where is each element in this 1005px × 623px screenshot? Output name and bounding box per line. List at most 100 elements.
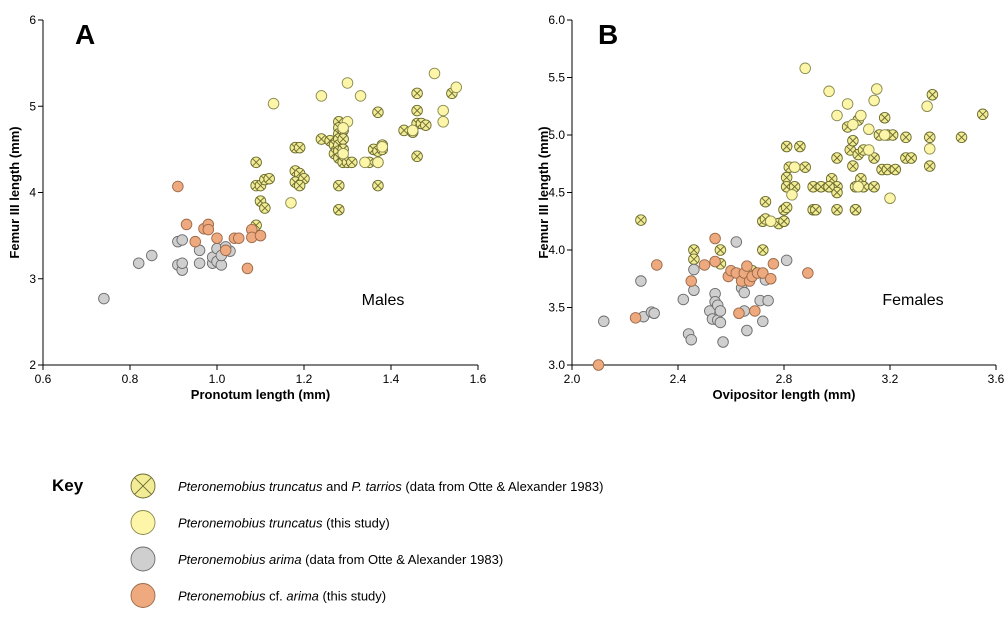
data-point-study-yellow xyxy=(437,104,449,117)
data-point-study-yellow xyxy=(823,85,835,98)
key-item-label-part: (data from Otte & Alexander 1983) xyxy=(302,552,504,567)
key-item-label-part: (data from Otte & Alexander 1983) xyxy=(402,479,604,494)
data-point-study-yellow xyxy=(315,90,328,102)
key-item-label-part: Pteronemobius truncatus xyxy=(178,516,323,531)
data-point-study-orange xyxy=(241,262,254,275)
data-point-otte-yellow xyxy=(420,119,432,131)
data-point-otte-yellow xyxy=(411,87,423,100)
data-point-otte-grey xyxy=(688,263,700,276)
data-point-otte-yellow xyxy=(259,202,271,214)
data-point-otte-grey xyxy=(762,294,774,307)
data-point-study-orange xyxy=(254,229,267,242)
data-point-study-orange xyxy=(172,180,184,193)
data-point-otte-yellow xyxy=(333,179,345,192)
data-point-otte-yellow xyxy=(924,160,936,172)
data-point-otte-grey xyxy=(635,275,647,287)
key-title: Key xyxy=(52,476,84,495)
x-tick-label: 3.6 xyxy=(988,372,1005,386)
x-tick-label: 1.0 xyxy=(209,372,226,386)
data-point-study-orange xyxy=(709,255,721,268)
key-item-label-part: arima xyxy=(286,589,319,604)
data-point-otte-yellow xyxy=(263,172,275,185)
data-point-study-orange xyxy=(765,273,777,285)
y-tick-label: 3.0 xyxy=(548,358,565,372)
data-point-study-yellow xyxy=(437,116,449,128)
data-point-otte-yellow xyxy=(831,152,843,164)
data-point-otte-grey xyxy=(215,259,228,271)
data-point-otte-yellow xyxy=(926,88,939,101)
data-point-otte-yellow xyxy=(372,106,384,119)
data-point-study-yellow xyxy=(868,94,880,107)
y-tick-label: 2 xyxy=(29,358,36,372)
y-tick-label: 4 xyxy=(29,186,36,200)
data-point-otte-grey xyxy=(741,324,753,337)
data-point-study-yellow xyxy=(924,143,936,155)
data-point-study-orange xyxy=(757,267,769,279)
data-point-otte-yellow xyxy=(635,214,647,226)
data-point-study-yellow xyxy=(354,90,367,102)
key-symbol-study-yellow xyxy=(130,510,156,535)
data-point-otte-yellow xyxy=(315,133,328,145)
data-point-study-yellow xyxy=(852,180,864,193)
data-point-study-orange xyxy=(802,267,814,279)
data-point-study-yellow xyxy=(428,67,441,80)
data-point-study-orange xyxy=(698,259,711,271)
x-tick-label: 3.2 xyxy=(882,372,899,386)
data-point-study-yellow xyxy=(878,129,891,141)
data-point-otte-yellow xyxy=(250,156,262,169)
data-point-study-orange xyxy=(733,307,745,320)
data-point-study-yellow xyxy=(863,144,875,156)
data-point-study-yellow xyxy=(855,109,867,122)
x-tick-label: 2.4 xyxy=(670,372,687,386)
data-point-otte-yellow xyxy=(799,161,811,173)
data-point-study-yellow xyxy=(841,98,854,110)
y-tick-label: 4.5 xyxy=(548,186,565,200)
data-point-study-yellow xyxy=(337,122,349,134)
data-point-otte-yellow xyxy=(337,133,349,145)
data-point-otte-yellow xyxy=(780,140,793,153)
data-point-otte-grey xyxy=(730,236,743,248)
data-point-otte-grey xyxy=(648,307,660,320)
data-point-otte-yellow xyxy=(868,152,880,164)
data-point-otte-grey xyxy=(714,316,727,329)
key-item-label-part: P. tarrios xyxy=(351,479,402,494)
data-point-study-yellow xyxy=(285,197,297,209)
panel-a-males: 0.6 0.8 1.0 1.2 1.4 1.6 2 3 4 5 6 Pronotum length (… xyxy=(7,13,487,402)
x-tick-label: 1.4 xyxy=(383,372,400,386)
data-point-otte-yellow xyxy=(293,141,306,154)
key-item-label-part: cf. xyxy=(265,589,286,604)
data-point-study-yellow xyxy=(863,123,875,135)
data-point-otte-yellow xyxy=(293,179,306,192)
data-point-study-yellow xyxy=(831,109,843,122)
data-point-otte-grey xyxy=(598,315,610,328)
panel-annotation: Males xyxy=(362,292,405,309)
key-symbol-otte-yellow xyxy=(130,473,156,499)
data-point-otte-yellow xyxy=(889,163,902,176)
x-axis-title: Pronotum length (mm) xyxy=(191,387,330,402)
data-point-study-orange xyxy=(741,260,753,272)
data-point-otte-yellow xyxy=(831,203,843,216)
data-point-study-orange xyxy=(709,232,721,245)
data-point-study-yellow xyxy=(786,189,798,201)
data-point-study-yellow xyxy=(765,215,777,227)
y-tick-label: 4.0 xyxy=(548,243,565,257)
data-point-otte-yellow xyxy=(886,129,899,141)
data-point-otte-yellow xyxy=(881,163,894,176)
data-point-study-yellow xyxy=(376,141,389,153)
data-point-otte-yellow xyxy=(900,131,912,144)
data-point-study-orange xyxy=(189,235,201,248)
data-point-otte-yellow xyxy=(955,131,968,144)
data-point-study-orange xyxy=(629,312,642,324)
x-tick-label: 1.2 xyxy=(296,372,313,386)
data-point-otte-yellow xyxy=(905,152,917,164)
x-tick-label: 2.0 xyxy=(564,372,581,386)
x-tick-label: 2.8 xyxy=(776,372,793,386)
data-point-study-orange xyxy=(685,275,698,287)
data-point-otte-grey xyxy=(176,234,188,246)
data-point-otte-yellow xyxy=(780,180,793,193)
data-point-study-yellow xyxy=(450,81,463,94)
data-point-study-orange xyxy=(202,223,215,236)
y-axis-title: Femur III length (mm) xyxy=(7,126,22,258)
data-point-otte-grey xyxy=(780,254,793,267)
